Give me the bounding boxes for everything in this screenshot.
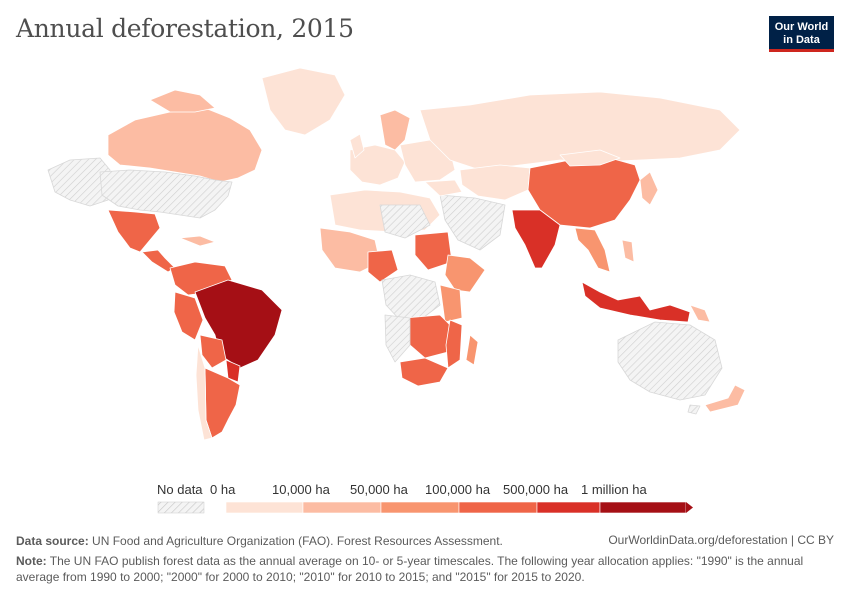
legend-no-data-label: No data bbox=[157, 482, 203, 497]
region-mongolia[interactable] bbox=[559, 149, 621, 167]
legend-bar bbox=[157, 501, 693, 514]
region-japan-korea[interactable] bbox=[639, 171, 659, 206]
world-map bbox=[47, 67, 746, 441]
map-legend: No data 0 ha 10,000 ha 50,000 ha 100,000… bbox=[0, 480, 850, 520]
note-text: The UN FAO publish forest data as the an… bbox=[16, 554, 804, 584]
legend-label-0: 0 ha bbox=[210, 482, 236, 497]
legend-label-4: 500,000 ha bbox=[503, 482, 569, 497]
region-middle-east[interactable] bbox=[439, 194, 506, 251]
legend-label-3: 100,000 ha bbox=[425, 482, 491, 497]
region-new-zealand[interactable] bbox=[704, 384, 746, 413]
region-east-africa[interactable] bbox=[439, 284, 463, 323]
source-label: Data source: bbox=[16, 534, 89, 548]
region-mexico[interactable] bbox=[107, 209, 161, 253]
region-arctic-islands[interactable] bbox=[149, 89, 216, 113]
region-brazil[interactable] bbox=[194, 279, 283, 369]
region-peru[interactable] bbox=[173, 291, 204, 341]
legend-label-2: 50,000 ha bbox=[350, 482, 408, 497]
region-south-africa[interactable] bbox=[399, 357, 449, 387]
legend-bin-3[interactable] bbox=[458, 501, 538, 514]
legend-no-data-swatch bbox=[157, 501, 205, 514]
legend-label-5: 1 million ha bbox=[581, 482, 647, 497]
legend-open-end-arrow bbox=[686, 502, 693, 513]
legend-label-1: 10,000 ha bbox=[272, 482, 330, 497]
legend-bin-5[interactable] bbox=[599, 501, 687, 514]
owid-logo[interactable]: Our World in Data bbox=[769, 16, 834, 52]
region-caribbean[interactable] bbox=[179, 235, 216, 247]
region-tasmania[interactable] bbox=[687, 404, 701, 415]
region-uk[interactable] bbox=[349, 133, 365, 159]
region-bolivia[interactable] bbox=[199, 334, 227, 369]
region-alaska[interactable] bbox=[47, 157, 111, 207]
note-label: Note: bbox=[16, 554, 47, 568]
region-central-africa[interactable] bbox=[381, 274, 441, 321]
region-paraguay[interactable] bbox=[225, 359, 241, 383]
region-indonesia[interactable] bbox=[581, 281, 691, 323]
region-philippines[interactable] bbox=[621, 239, 635, 263]
region-mozambique[interactable] bbox=[445, 319, 463, 369]
region-sudan[interactable] bbox=[414, 231, 453, 271]
source-text: UN Food and Agriculture Organization (FA… bbox=[92, 534, 503, 548]
data-source: Data source: UN Food and Agriculture Org… bbox=[16, 533, 834, 549]
region-russia[interactable] bbox=[419, 91, 741, 171]
logo-line-2: in Data bbox=[783, 34, 820, 46]
legend-bin-2[interactable] bbox=[380, 501, 460, 514]
region-central-asia[interactable] bbox=[459, 164, 531, 201]
source-link[interactable]: OurWorldinData.org/deforestation | CC BY bbox=[608, 533, 834, 547]
region-usa[interactable] bbox=[99, 169, 233, 219]
region-madagascar[interactable] bbox=[465, 334, 479, 366]
legend-bin-1[interactable] bbox=[302, 501, 382, 514]
region-chile[interactable] bbox=[195, 344, 213, 441]
region-greenland[interactable] bbox=[261, 67, 346, 136]
chart-title: Annual deforestation, 2015 bbox=[16, 14, 354, 43]
region-ethiopia-somalia[interactable] bbox=[444, 254, 486, 293]
region-nigeria[interactable] bbox=[367, 249, 399, 283]
region-papua[interactable] bbox=[689, 304, 711, 323]
region-india[interactable] bbox=[511, 209, 561, 269]
region-turkey[interactable] bbox=[424, 179, 463, 197]
region-sahara-nodata[interactable] bbox=[379, 204, 431, 239]
region-angola[interactable] bbox=[384, 314, 411, 363]
logo-line-1: Our World bbox=[774, 21, 829, 33]
legend-bin-4[interactable] bbox=[536, 501, 601, 514]
region-europe-west[interactable] bbox=[349, 144, 406, 186]
region-southeast-asia[interactable] bbox=[574, 227, 611, 273]
legend-bin-0[interactable] bbox=[225, 501, 304, 514]
region-australia[interactable] bbox=[617, 321, 723, 401]
note: Note: The UN FAO publish forest data as … bbox=[16, 553, 834, 585]
region-scandinavia[interactable] bbox=[379, 109, 411, 151]
